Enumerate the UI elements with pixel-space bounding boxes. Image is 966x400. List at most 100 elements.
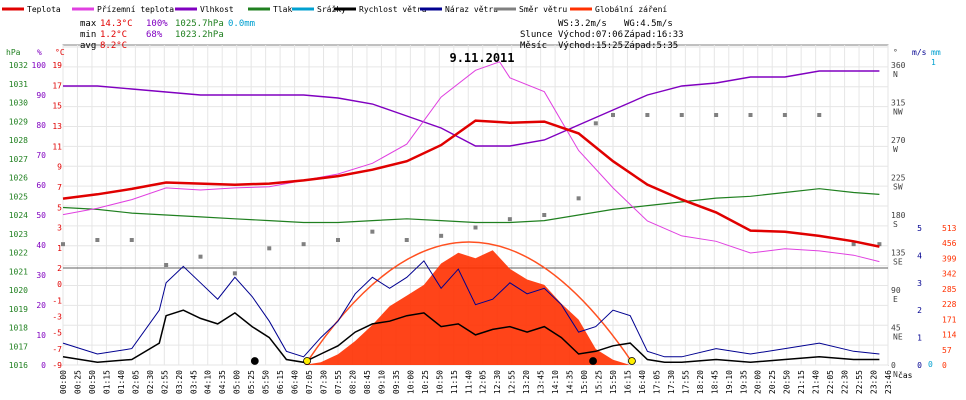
direction-point xyxy=(851,242,856,247)
time-tick: 04:10 xyxy=(204,370,213,394)
legend-label: Teplota xyxy=(27,5,61,14)
percent-tick: 100 xyxy=(32,61,47,70)
temp-tick: 17 xyxy=(52,81,62,90)
wind-speed-tick: 5 xyxy=(917,224,922,233)
time-tick: 17:55 xyxy=(681,370,690,394)
time-tick: 07:05 xyxy=(305,370,314,394)
radiation-tick: 342 xyxy=(942,270,957,279)
mm-unit: mm xyxy=(931,48,941,57)
direction-compass-tick: NW xyxy=(893,108,903,117)
percent-tick: 40 xyxy=(36,241,46,250)
time-tick: 02:05 xyxy=(131,370,140,394)
direction-degree-tick: 135 xyxy=(891,249,906,258)
max-pressure: 1025.7hPa xyxy=(175,19,224,29)
temp-tick: 2 xyxy=(57,264,62,273)
time-tick: 09:10 xyxy=(377,370,386,394)
max-label: max xyxy=(80,19,97,29)
mm-tick-top: 1 xyxy=(931,58,936,67)
time-tick: 20:25 xyxy=(768,370,777,394)
x-axis-label: čas xyxy=(898,370,913,380)
moon-label: Měsíc xyxy=(520,41,547,51)
legend-label: Globální záření xyxy=(595,5,667,14)
pressure-line xyxy=(62,188,880,224)
hpa-tick: 1016 xyxy=(9,361,28,370)
direction-compass-tick: N xyxy=(893,70,898,79)
time-tick: 03:20 xyxy=(175,370,184,394)
time-tick: 07:55 xyxy=(334,370,343,394)
time-tick: 05:00 xyxy=(233,370,242,394)
temp-tick: 3 xyxy=(57,224,62,233)
celsius-unit: °C xyxy=(55,48,65,57)
legend: Teplota Přízemní teplota Vlhkost Tlak Srážky… xyxy=(2,5,667,14)
time-tick: 13:20 xyxy=(522,370,531,394)
wind-speed-tick: 3 xyxy=(917,279,922,288)
direction-point xyxy=(336,238,340,242)
info-block: WS:3.2m/s WG:4.5m/s Slunce Východ:07:06 … xyxy=(520,19,684,51)
ms-unit: m/s xyxy=(912,48,927,57)
legend-label: Tlak xyxy=(273,5,292,14)
hpa-tick: 1031 xyxy=(9,80,28,89)
direction-degree-tick: 0 xyxy=(891,361,896,370)
time-tick: 16:15 xyxy=(623,370,632,394)
time-tick: 01:40 xyxy=(117,370,126,394)
legend-label: Směr větru xyxy=(519,5,567,14)
legend-label: Přízemní teplota xyxy=(97,5,174,14)
direction-point xyxy=(782,113,787,117)
time-tick: 10:50 xyxy=(435,370,444,394)
time-tick: 05:25 xyxy=(247,370,256,394)
time-tick: 15:00 xyxy=(580,370,589,394)
temp-tick: -3 xyxy=(52,313,62,322)
time-tick: 00:25 xyxy=(73,370,82,394)
radiation-tick: 456 xyxy=(942,239,957,248)
stats-block: max 14.3°C 100% 1025.7hPa 0.0mm min 1.2°… xyxy=(80,19,255,51)
wind-speed-tick: 0 xyxy=(917,361,922,370)
avg-temp: 8.2°C xyxy=(100,41,127,51)
direction-point xyxy=(404,238,409,242)
temp-tick: 0 xyxy=(57,280,62,289)
time-tick: 11:40 xyxy=(464,370,473,394)
sun-moon-marker xyxy=(628,357,636,365)
sun-label: Slunce xyxy=(520,30,553,40)
time-tick: 22:55 xyxy=(855,370,864,394)
hpa-tick: 1017 xyxy=(9,342,28,351)
time-tick: 19:10 xyxy=(725,370,734,394)
time-tick: 20:00 xyxy=(754,370,763,394)
radiation-tick: 57 xyxy=(942,346,952,355)
max-rain: 0.0mm xyxy=(228,19,255,29)
temp-tick: -7 xyxy=(52,345,62,354)
time-tick: 18:45 xyxy=(710,370,719,394)
percent-tick: 60 xyxy=(36,181,46,190)
time-tick: 08:20 xyxy=(348,370,357,394)
percent-tick: 30 xyxy=(36,271,46,280)
time-tick: 20:50 xyxy=(783,370,792,394)
min-pressure: 1023.2hPa xyxy=(175,30,224,40)
direction-compass-tick: N xyxy=(893,370,898,379)
wind-speed-info: WS:3.2m/s xyxy=(558,19,607,29)
direction-point xyxy=(542,213,547,217)
temp-tick: 13 xyxy=(52,122,62,131)
direction-point xyxy=(473,225,478,230)
temp-tick: 7 xyxy=(57,183,62,192)
max-temp: 14.3°C xyxy=(100,19,133,29)
wind-speed-tick: 1 xyxy=(917,334,922,343)
avg-label: avg xyxy=(80,41,96,51)
max-humidity: 100% xyxy=(146,19,168,29)
time-tick: 12:05 xyxy=(479,370,488,394)
percent-tick: 50 xyxy=(36,211,46,220)
hpa-tick: 1025 xyxy=(9,192,28,201)
direction-point xyxy=(877,242,882,247)
wind-speed-tick: 2 xyxy=(917,306,922,315)
temp-tick: -5 xyxy=(52,329,62,338)
time-tick: 11:15 xyxy=(450,370,459,394)
direction-degree-tick: 225 xyxy=(891,174,906,183)
series-lines xyxy=(61,61,882,364)
direction-degree-tick: 315 xyxy=(891,99,906,108)
direction-point xyxy=(370,229,375,234)
direction-compass-tick: E xyxy=(893,295,898,304)
wind-speed-line xyxy=(62,309,880,364)
hpa-tick: 1026 xyxy=(9,174,28,183)
direction-compass-tick: SW xyxy=(893,183,903,192)
direction-point xyxy=(95,238,100,242)
time-tick: 10:25 xyxy=(421,370,430,394)
